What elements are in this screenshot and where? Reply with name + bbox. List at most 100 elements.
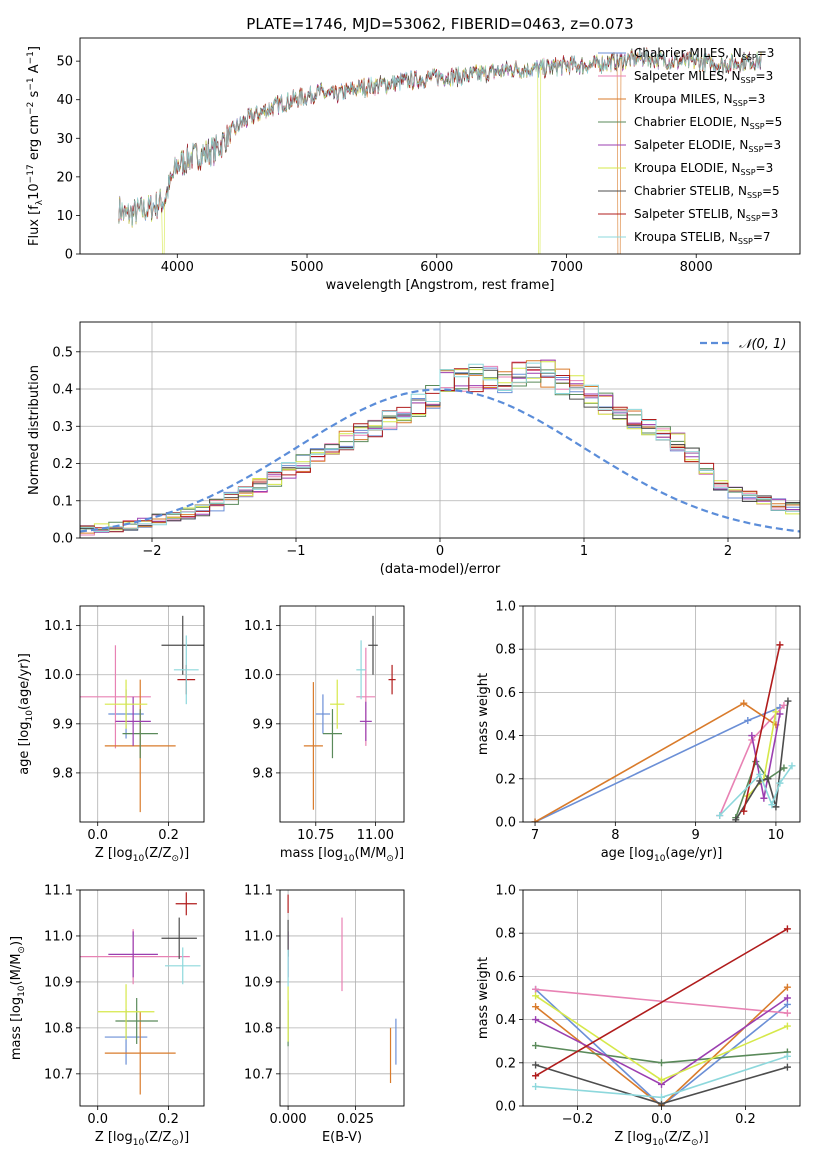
errorbar-point	[115, 696, 151, 746]
y-tick-label: 10.0	[244, 668, 273, 683]
x-tick-label: 7	[531, 828, 539, 843]
weight-marker	[772, 708, 780, 716]
y-tick-label: 10	[56, 209, 73, 224]
legend-entry: Chabrier ELODIE, NSSP=5	[634, 115, 782, 131]
weight-marker	[780, 701, 788, 709]
y-tick-label: 0.2	[495, 1056, 516, 1071]
plot-area	[80, 615, 204, 813]
y-tick-label: 10.8	[244, 1021, 273, 1036]
y-tick-label: 0.0	[495, 816, 516, 831]
weight-marker	[744, 716, 752, 724]
x-axis-label: Z [log10(Z/Z⊙)]	[614, 1130, 708, 1148]
x-axis-label: Z [log10(Z/Z⊙)]	[95, 1130, 189, 1148]
x-tick-label: 10	[768, 828, 785, 843]
errorbar-point	[80, 645, 151, 749]
chart-spectrum: 4000 5000 6000 7000 8000 0 10 20 30 40 50 wavelengt…	[26, 37, 801, 293]
errorbar-point	[368, 615, 378, 675]
weight-marker	[788, 762, 796, 770]
x-tick-label: 0.0	[651, 1112, 672, 1127]
weight-marker	[783, 1022, 791, 1030]
x-tick-label: 0.025	[337, 1112, 374, 1127]
weight-marker	[784, 697, 792, 705]
y-tick-label: 30	[56, 132, 73, 147]
weight-line	[743, 644, 781, 812]
errorbar-point	[388, 664, 396, 695]
y-tick-label: 9.9	[52, 717, 73, 732]
y-tick-label: 0.8	[495, 643, 516, 658]
weight-line	[534, 706, 781, 822]
errorbar-point	[97, 984, 155, 1040]
weight-marker	[732, 816, 740, 822]
weight-marker	[716, 812, 724, 820]
axes-frame	[79, 37, 801, 255]
axes-frame	[79, 605, 205, 823]
legend: Chabrier MILES, NSSP=3 Salpeter MILES, NS…	[598, 46, 782, 246]
weight-marker	[532, 985, 540, 993]
plot-area	[287, 894, 397, 1084]
weight-marker	[532, 1061, 540, 1069]
x-tick-label: 8000	[680, 260, 713, 275]
weight-marker	[776, 779, 784, 787]
errorbar-point	[315, 694, 331, 734]
weight-marker	[658, 1059, 665, 1067]
weight-marker	[783, 1052, 791, 1060]
chart-age-vs-mass: 10.75 11.00 9.8 9.9 10.0 10.1 mass [log10(M/M⊙…	[244, 605, 405, 864]
plot-area	[532, 925, 791, 1106]
x-axis-label: age [log10(age/yr)]	[601, 846, 723, 864]
weight-series	[532, 985, 791, 1017]
y-tick-label: 0.0	[495, 1100, 516, 1115]
figure-title: PLATE=1746, MJD=53062, FIBERID=0463, z=0…	[246, 15, 633, 33]
plot-area	[531, 641, 796, 822]
weight-marker	[783, 1009, 791, 1017]
weight-marker	[532, 992, 540, 1000]
weight-series	[716, 762, 796, 820]
x-tick-label: 5000	[290, 260, 323, 275]
weight-marker	[776, 641, 784, 649]
legend-entry: Kroupa MILES, NSSP=3	[634, 92, 765, 108]
x-axis-label: Z [log10(Z/Z⊙)]	[95, 846, 189, 864]
errorbar-point	[161, 917, 197, 959]
errorbar-point	[173, 635, 199, 705]
y-tick-label: 40	[56, 93, 73, 108]
weight-marker	[531, 818, 539, 822]
axes-frame	[79, 889, 205, 1107]
weight-marker	[764, 775, 772, 783]
plot-area	[303, 615, 396, 810]
x-tick-label: 0.000	[269, 1112, 306, 1127]
weight-marker	[783, 994, 791, 1002]
y-tick-label: 0.2	[495, 772, 516, 787]
axes-frame	[279, 889, 405, 1107]
y-tick-label: 0.4	[495, 729, 516, 744]
weight-marker	[658, 1076, 665, 1084]
weight-marker	[783, 1000, 791, 1008]
errorbar-point	[356, 640, 366, 700]
plot-area	[118, 47, 762, 254]
errorbar-point	[359, 701, 372, 741]
x-tick-label: 0.0	[87, 828, 108, 843]
histogram-step	[80, 362, 800, 538]
weight-marker	[760, 794, 768, 802]
y-axis-label: mass weight	[476, 673, 491, 755]
x-tick-label: 9	[691, 828, 699, 843]
weight-marker	[783, 925, 791, 933]
x-tick-label: 7000	[550, 260, 583, 275]
weight-series	[532, 925, 791, 1080]
legend-entry: Salpeter STELIB, NSSP=3	[634, 207, 778, 223]
y-tick-label: 10.1	[44, 619, 73, 634]
errorbar-point	[122, 709, 158, 759]
y-tick-label: 1.0	[495, 600, 516, 615]
legend-entry: Salpeter MILES, NSSP=3	[634, 69, 773, 85]
x-tick-label: 0.2	[158, 828, 179, 843]
errorbar-point	[175, 892, 197, 916]
axes-frame	[279, 605, 405, 823]
chart-weight-vs-age: 7 8 9 10 0.0 0.2 0.4 0.6 0.8 1.0 age [log10(age/yr…	[476, 600, 801, 864]
weight-marker	[776, 710, 784, 718]
x-tick-label: 0.2	[735, 1112, 756, 1127]
weight-marker	[658, 1093, 665, 1101]
weight-line	[535, 988, 788, 1014]
y-tick-label: 0.3	[52, 420, 73, 435]
chart-weight-vs-Z: −0.2 0.0 0.2 0.0 0.2 0.4 0.6 0.8 1.0 Z [log10(Z/Z…	[476, 884, 801, 1148]
errorbar-point	[165, 947, 201, 985]
errorbar-point	[322, 709, 342, 759]
x-tick-label: 4000	[161, 260, 194, 275]
